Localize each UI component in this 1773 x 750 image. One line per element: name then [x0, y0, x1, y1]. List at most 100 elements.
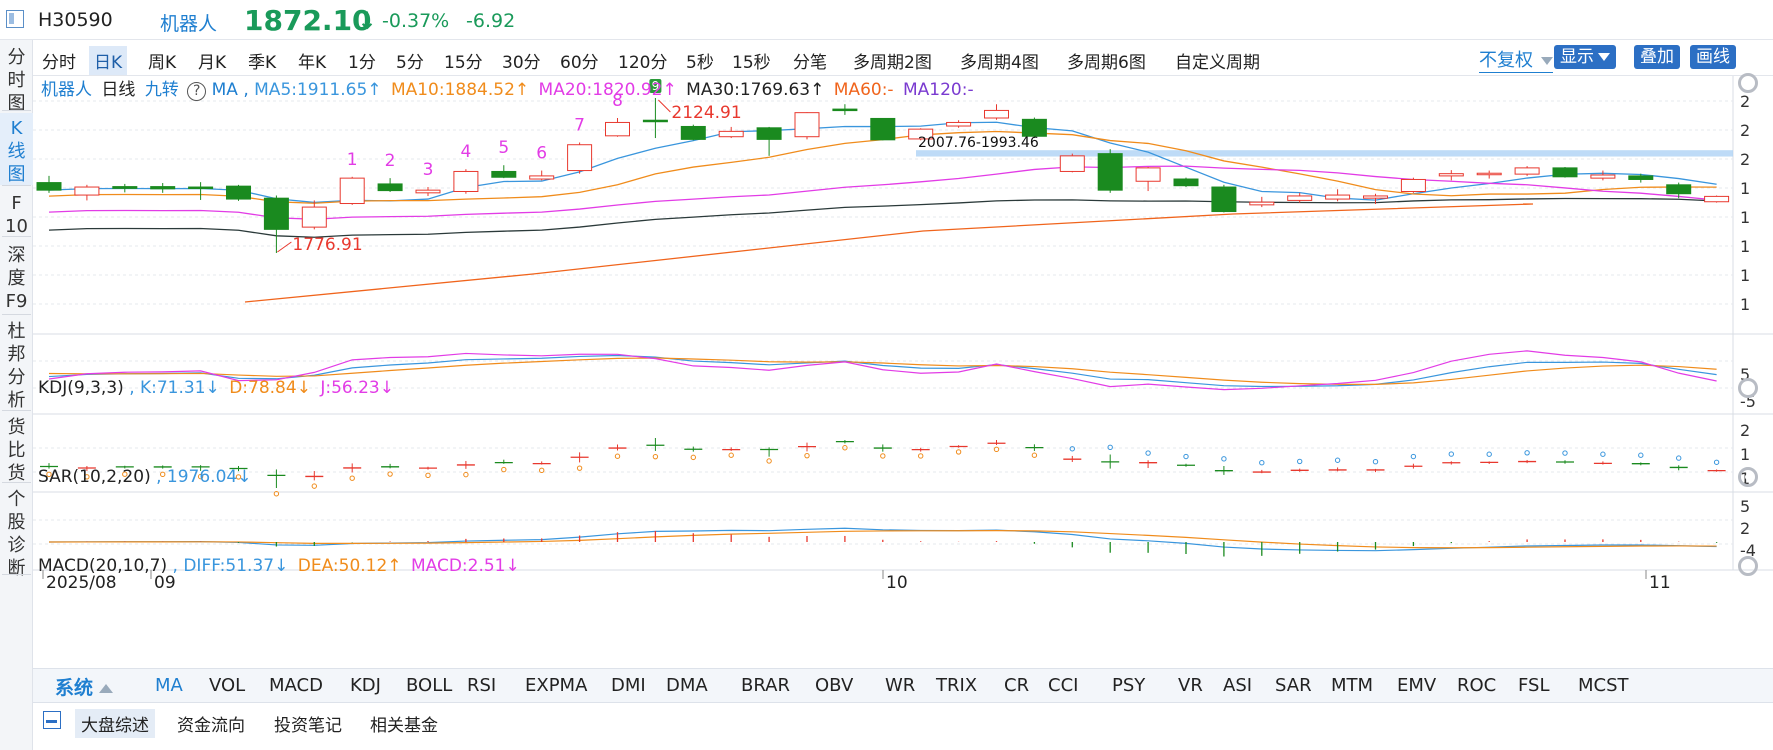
candle-body — [1021, 118, 1047, 137]
indicator-macd[interactable]: MACD — [269, 675, 323, 696]
left-tab-4[interactable]: 杜邦分析 — [7, 321, 26, 411]
period-7[interactable]: 5分 — [396, 53, 424, 73]
indicator-dmi[interactable]: DMI — [611, 675, 646, 696]
bottom-tab-3[interactable]: 相关基金 — [370, 716, 438, 736]
macd-diff: , DIFF:51.37↓ — [172, 556, 289, 576]
period-5[interactable]: 年K — [298, 53, 327, 73]
candle-body — [263, 197, 289, 230]
indicator-brar[interactable]: BRAR — [741, 675, 790, 696]
left-tab-3[interactable]: 深度 F9 — [5, 245, 28, 312]
bottom-tab-2[interactable]: 投资笔记 — [274, 716, 342, 736]
period-6[interactable]: 1分 — [348, 53, 376, 73]
sar-axis-label: 2 — [1740, 421, 1750, 440]
candle-body — [112, 186, 138, 189]
indicator-ma[interactable]: MA — [155, 675, 183, 696]
legend-ma30: MA30:1769.63↑ — [686, 80, 825, 100]
sar-settings-gear-icon[interactable] — [1738, 467, 1758, 487]
candle-body — [529, 175, 555, 180]
left-tab-5[interactable]: 货比货 — [7, 417, 26, 484]
left-tab-6[interactable]: 个股诊断 — [7, 489, 26, 579]
left-tab-0[interactable]: 分时图 — [7, 47, 26, 114]
indicator-kdj[interactable]: KDJ — [350, 675, 381, 696]
candle-body — [1704, 195, 1730, 203]
indicator-psy[interactable]: PSY — [1112, 675, 1146, 696]
left-tab-divider — [2, 574, 31, 575]
overlay-button[interactable]: 叠加 — [1634, 45, 1680, 69]
indicator-cci[interactable]: CCI — [1048, 675, 1079, 696]
period-14[interactable]: 分笔 — [793, 53, 827, 73]
indicator-bar: 系统 MA VOL MACD KDJ BOLL RSI EXPMA DMI DMA BRAR OBV… — [33, 668, 1773, 702]
macd-settings-gear-icon[interactable] — [1738, 556, 1758, 576]
period-15[interactable]: 多周期2图 — [853, 53, 932, 73]
period-13[interactable]: 15秒 — [732, 53, 771, 73]
nine-turn-label: 9 — [652, 79, 660, 93]
candle-body — [491, 170, 517, 178]
kdj-k: , K:71.31↓ — [129, 378, 220, 398]
date-label: 09 — [154, 573, 176, 593]
adjust-rights-dropdown[interactable]: 不复权 — [1479, 46, 1553, 73]
period-18[interactable]: 自定义周期 — [1175, 53, 1260, 73]
news-ticker[interactable] — [33, 737, 1773, 750]
indicator-boll[interactable]: BOLL — [406, 675, 453, 696]
sar-dot — [501, 466, 507, 473]
candle-body — [1628, 175, 1654, 180]
period-0[interactable]: 分时 — [42, 53, 76, 73]
main-settings-gear-icon[interactable] — [1738, 73, 1758, 93]
indicator-obv[interactable]: OBV — [815, 675, 854, 696]
period-11[interactable]: 120分 — [618, 53, 668, 73]
period-10[interactable]: 60分 — [560, 53, 599, 73]
system-menu[interactable]: 系统 — [55, 673, 114, 700]
date-label: 2025/08 — [46, 573, 117, 593]
period-8[interactable]: 15分 — [444, 53, 483, 73]
period-1[interactable]: 日K — [89, 46, 128, 75]
kdj-k-line — [48, 354, 1717, 388]
left-tab-2[interactable]: F 10 — [5, 193, 28, 237]
indicator-wr[interactable]: WR — [885, 675, 916, 696]
draw-line-button[interactable]: 画线 — [1690, 45, 1736, 69]
indicator-expma[interactable]: EXPMA — [525, 675, 588, 696]
indicator-roc[interactable]: ROC — [1457, 675, 1497, 696]
period-4[interactable]: 季K — [248, 53, 277, 73]
indicator-mtm[interactable]: MTM — [1331, 675, 1374, 696]
indicator-vol[interactable]: VOL — [209, 675, 246, 696]
legend-ma[interactable]: MA , — [211, 80, 249, 100]
candle-body — [1173, 178, 1199, 187]
candle-body — [1363, 195, 1388, 199]
indicator-fsl[interactable]: FSL — [1518, 675, 1550, 696]
indicator-asi[interactable]: ASI — [1223, 675, 1253, 696]
period-16[interactable]: 多周期4图 — [960, 53, 1039, 73]
nine-turn-label: 1 — [347, 150, 358, 170]
indicator-dma[interactable]: DMA — [666, 675, 708, 696]
bottom-tab-0[interactable]: 大盘综述 — [75, 709, 155, 738]
indicator-emv[interactable]: EMV — [1397, 675, 1437, 696]
kdj-settings-gear-icon[interactable] — [1738, 378, 1758, 398]
indicator-vr[interactable]: VR — [1178, 675, 1203, 696]
legend-jiuzhuan[interactable]: 九转 — [144, 80, 179, 100]
display-button[interactable]: 显示 — [1554, 45, 1616, 69]
sar-dot — [652, 453, 659, 460]
window-toggle-icon[interactable] — [6, 10, 24, 28]
candle-body — [718, 130, 744, 138]
help-icon[interactable]: ? — [187, 82, 207, 101]
candle-body — [1287, 195, 1313, 201]
kdj-name[interactable]: KDJ(9,3,3) — [38, 378, 124, 398]
minimize-panel-icon[interactable] — [43, 711, 61, 729]
indicator-mcst[interactable]: MCST — [1578, 675, 1629, 696]
indicator-sar[interactable]: SAR — [1275, 675, 1312, 696]
chevron-down-icon — [1598, 53, 1610, 61]
period-2[interactable]: 周K — [148, 53, 177, 73]
period-17[interactable]: 多周期6图 — [1067, 53, 1146, 73]
kdj-d: D:78.84↓ — [229, 378, 311, 398]
period-12[interactable]: 5秒 — [686, 53, 714, 73]
macd-name[interactable]: MACD(20,10,7) — [38, 556, 168, 576]
stock-name[interactable]: 机器人 — [160, 13, 218, 35]
indicator-cr[interactable]: CR — [1004, 675, 1030, 696]
indicator-rsi[interactable]: RSI — [467, 675, 497, 696]
period-3[interactable]: 月K — [198, 53, 227, 73]
bottom-tab-1[interactable]: 资金流向 — [177, 716, 245, 736]
sar-name[interactable]: SAR(10,2,20) — [38, 467, 151, 487]
period-9[interactable]: 30分 — [502, 53, 541, 73]
indicator-trix[interactable]: TRIX — [936, 675, 978, 696]
